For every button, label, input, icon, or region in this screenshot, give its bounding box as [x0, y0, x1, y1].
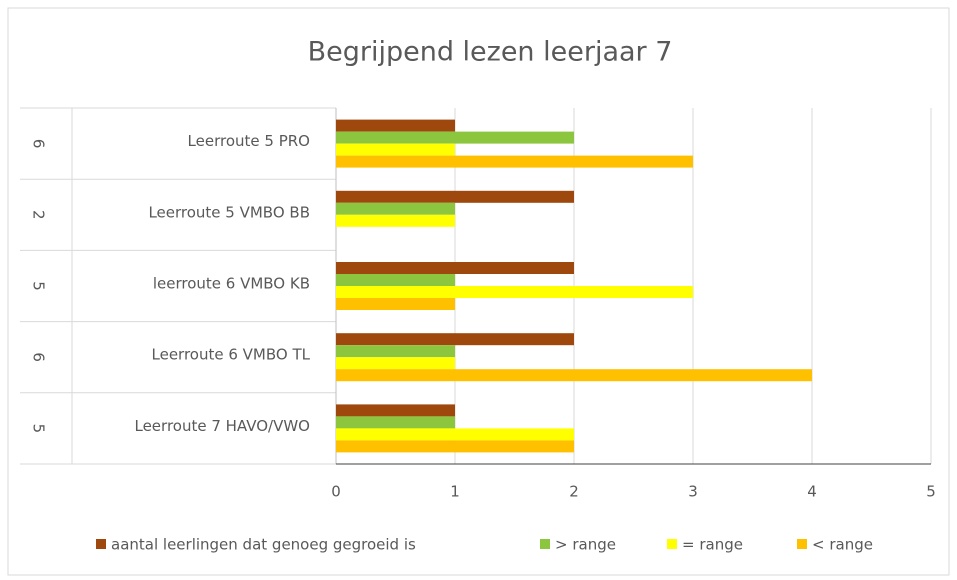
legend-swatch: [540, 539, 550, 549]
category-label: Leerroute 5 PRO: [188, 132, 310, 150]
bar: [336, 190, 574, 203]
category-label: Leerroute 7 HAVO/VWO: [134, 417, 310, 435]
bar: [336, 369, 812, 382]
bar: [336, 155, 693, 168]
bar: [336, 440, 574, 453]
bar: [336, 131, 574, 144]
bar: [336, 274, 455, 286]
bar: [336, 262, 574, 274]
legend-label: > range: [555, 536, 616, 554]
legend-swatch: [797, 539, 807, 549]
bar: [336, 286, 693, 298]
group-label: 6: [30, 139, 48, 149]
legend-label: < range: [812, 536, 873, 554]
legend-swatch: [96, 539, 106, 549]
x-tick-label: 1: [450, 483, 460, 501]
group-label: 2: [30, 210, 48, 220]
group-label: 6: [30, 352, 48, 362]
legend-swatch: [667, 539, 677, 549]
bar: [336, 119, 455, 132]
category-label: Leerroute 6 VMBO TL: [152, 346, 311, 364]
x-tick-label: 2: [569, 483, 579, 501]
x-tick-label: 4: [807, 483, 817, 501]
x-tick-label: 0: [331, 483, 341, 501]
group-label: 5: [30, 424, 48, 434]
group-label: 5: [30, 281, 48, 291]
bar: [336, 404, 455, 417]
x-tick-label: 5: [926, 483, 936, 501]
bar: [336, 333, 574, 346]
bar: [336, 143, 455, 156]
bar: [336, 298, 455, 310]
category-label: leerroute 6 VMBO KB: [153, 275, 310, 293]
legend-label: aantal leerlingen dat genoeg gegroeid is: [111, 536, 416, 554]
legend-label: = range: [682, 536, 743, 554]
bar: [336, 345, 455, 358]
bar: [336, 416, 455, 429]
bar: [336, 202, 455, 215]
x-tick-label: 3: [688, 483, 698, 501]
category-label: Leerroute 5 VMBO BB: [148, 203, 310, 221]
chart-title: Begrijpend lezen leerjaar 7: [308, 37, 673, 68]
bar: [336, 214, 455, 227]
bar: [336, 357, 455, 370]
bar: [336, 428, 574, 441]
